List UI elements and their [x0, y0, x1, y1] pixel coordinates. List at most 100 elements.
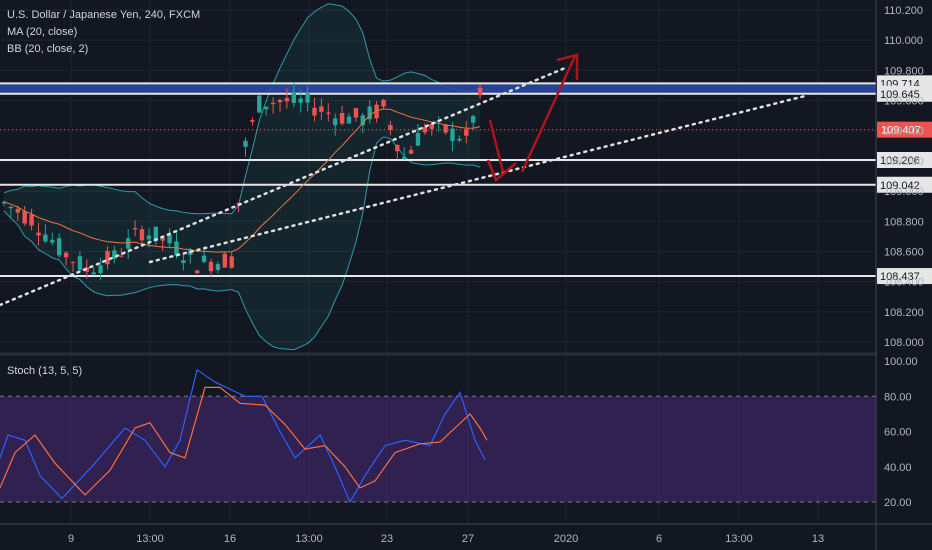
- candle-body-69: [477, 87, 483, 96]
- ma-legend[interactable]: MA (20, close): [7, 26, 77, 38]
- candle-body-41: [284, 97, 290, 102]
- price-levels: 109.714109.645109.206109.042108.437109.4…: [0, 75, 932, 285]
- price-tick-label-11: 108.000: [884, 337, 924, 349]
- candle-body-45: [312, 107, 317, 116]
- candle-body-21: [146, 235, 152, 240]
- candle-body-29: [201, 255, 207, 262]
- candle-body-40: [277, 99, 283, 103]
- candle-body-14: [98, 265, 103, 274]
- last-price-label: 109.407: [881, 125, 921, 137]
- price-tick-label-9: 108.400: [884, 277, 924, 289]
- stoch-legend[interactable]: Stoch (13, 5, 5): [7, 365, 82, 377]
- candle-body-13: [91, 272, 96, 275]
- candle-body-25: [174, 241, 179, 256]
- level-tag-label-4: 108.437: [880, 271, 920, 283]
- time-tick-label-8: 13:00: [725, 533, 753, 545]
- price-tick-label-4: 109.400: [884, 126, 924, 138]
- stoch-tick-label-1: 80.00: [884, 391, 912, 403]
- bb-legend[interactable]: BB (20, close, 2): [7, 43, 88, 55]
- price-tick-label-5: 109.200: [884, 156, 924, 168]
- ma-line: [3, 108, 481, 253]
- candle-body-34: [236, 202, 241, 205]
- candle-body-26: [181, 260, 186, 264]
- candle-body-10: [70, 262, 76, 264]
- trendline-lower[interactable]: [148, 94, 807, 264]
- arrow-down-shaft[interactable]: [488, 119, 505, 173]
- arrow-down-head: [486, 159, 517, 183]
- level-tag-label-1: 109.645: [880, 89, 920, 101]
- time-tick-label-5: 27: [462, 533, 474, 545]
- candle-body-3: [22, 211, 27, 224]
- candle-body-28: [195, 270, 200, 274]
- candle-body-48: [333, 118, 338, 126]
- candle-body-9: [63, 252, 69, 258]
- price-tick-label-10: 108.200: [884, 307, 924, 319]
- candle-body-33: [229, 256, 234, 268]
- candle-body-42: [291, 92, 296, 103]
- candle-body-24: [167, 234, 172, 244]
- arrow-up-head: [556, 53, 579, 80]
- chart-title[interactable]: U.S. Dollar / Japanese Yen, 240, FXCM: [7, 9, 200, 21]
- candle-body-15: [105, 250, 110, 265]
- trendline-upper[interactable]: [0, 66, 567, 307]
- candle-body-31: [215, 263, 221, 271]
- candle-body-56: [388, 125, 393, 130]
- level-tag-label-2: 109.206: [880, 155, 920, 167]
- time-tick-label-1: 13:00: [136, 533, 164, 545]
- stoch-tick-label-2: 60.00: [884, 427, 912, 439]
- time-tick-label-2: 16: [224, 533, 236, 545]
- price-tick-label-8: 108.600: [884, 246, 924, 258]
- candle-body-11: [77, 256, 83, 270]
- bb-lower-band: [3, 136, 481, 351]
- candle-body-6: [43, 234, 48, 242]
- candle-body-5: [36, 232, 41, 236]
- time-tick-label-7: 6: [656, 533, 662, 545]
- candle-body-57: [395, 144, 400, 152]
- arrow-up-shaft[interactable]: [520, 55, 577, 173]
- candle-body-58: [402, 156, 407, 159]
- time-tick-label-0: 9: [68, 533, 74, 545]
- candle-body-23: [160, 237, 165, 241]
- candle-body-8: [57, 238, 62, 256]
- stoch-tick-label-4: 20.00: [884, 497, 912, 509]
- candle-body-68: [471, 116, 476, 123]
- level-tag-3: [877, 176, 932, 193]
- candle-body-44: [305, 93, 310, 103]
- candle-body-61: [422, 126, 428, 133]
- candle-body-64: [443, 124, 448, 133]
- candle-body-22: [153, 226, 158, 242]
- time-tick-label-3: 13:00: [295, 533, 323, 545]
- resistance-zone-rect[interactable]: [0, 83, 876, 94]
- level-tag-2: [877, 152, 932, 169]
- level-tag-1: [877, 85, 932, 102]
- candle-body-43: [298, 98, 303, 103]
- stoch-band: [0, 396, 876, 502]
- price-tick-label-1: 110.000: [884, 35, 923, 47]
- candle-body-39: [270, 102, 276, 105]
- candle-body-66: [457, 138, 462, 141]
- time-tick-label-9: 13: [812, 533, 824, 545]
- candle-body-62: [429, 123, 434, 129]
- time-tick-label-4: 23: [381, 533, 393, 545]
- candle-body-16: [112, 250, 117, 259]
- candle-body-2: [15, 208, 20, 213]
- candle-body-67: [464, 129, 469, 136]
- stoch-d-line: [0, 386, 488, 496]
- candle-body-35: [243, 140, 248, 147]
- axes: 110.200 110.000 109.800 109.600 109.400 109.2…: [68, 5, 924, 545]
- price-tick-label-6: 109.000: [884, 186, 924, 198]
- candle-body-32: [222, 253, 227, 268]
- price-tick-label-0: 110.200: [884, 5, 923, 17]
- stochastic-pane: 100.00 80.00 60.00 40.00 20.00: [0, 356, 918, 509]
- candle-body-55: [381, 99, 386, 107]
- candle-body-65: [450, 128, 455, 141]
- price-tick-label-7: 108.800: [884, 216, 924, 228]
- last-price-tag: [877, 121, 932, 138]
- candle-body-36: [250, 120, 255, 122]
- candle-body-38: [264, 106, 269, 110]
- stoch-tick-label-0: 100.00: [884, 356, 918, 368]
- candle-body-0: [1, 201, 7, 204]
- candle-body-59: [408, 149, 414, 154]
- candle-body-1: [8, 206, 14, 209]
